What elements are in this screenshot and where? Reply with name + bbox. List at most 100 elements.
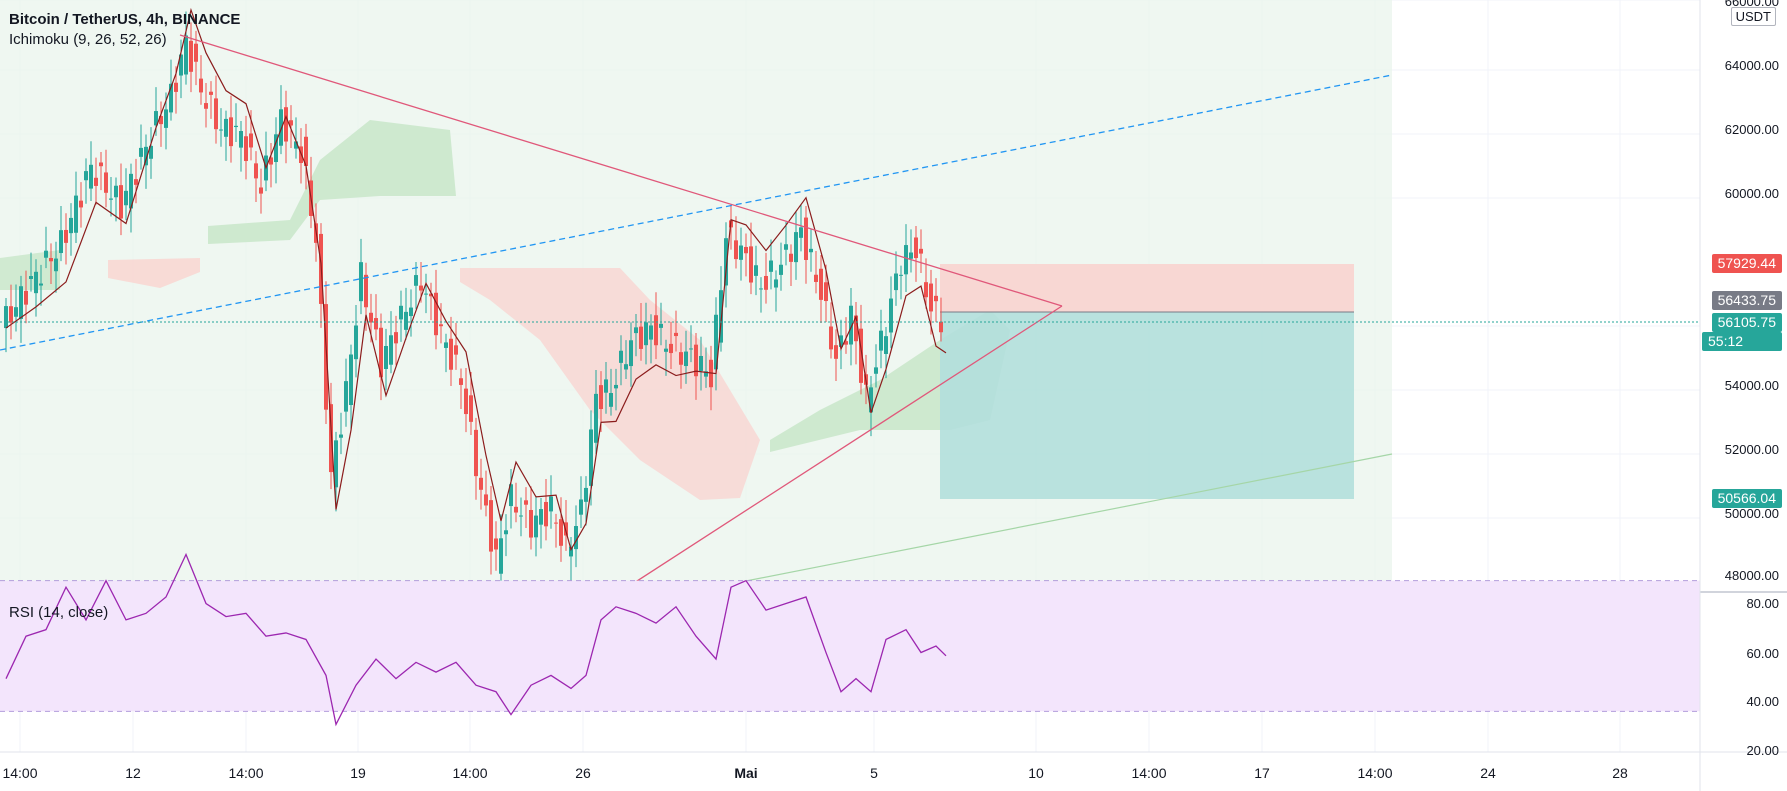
- candle: [824, 264, 828, 322]
- candle: [279, 85, 283, 155]
- candle: [379, 313, 383, 401]
- candle: [274, 117, 278, 184]
- candle: [119, 163, 123, 236]
- price-tick-label: 62000.00: [1725, 122, 1779, 137]
- candle: [179, 39, 183, 99]
- candle: [209, 81, 213, 119]
- short-position-tool[interactable]: [940, 264, 1354, 499]
- candle: [224, 110, 228, 161]
- time-tick-label: Mai: [734, 765, 757, 781]
- candle: [109, 177, 113, 217]
- candle: [339, 412, 343, 455]
- rsi-tick-label: 60.00: [1746, 646, 1779, 661]
- candle: [479, 458, 483, 510]
- price-tick-label: 66000.00: [1725, 0, 1779, 9]
- candle: [259, 168, 263, 214]
- rsi-tick-label: 40.00: [1746, 694, 1779, 709]
- candle: [414, 261, 418, 310]
- candle: [694, 332, 698, 400]
- time-tick-label: 14:00: [1131, 765, 1166, 781]
- candle: [619, 335, 623, 386]
- time-tick-label: 19: [350, 765, 366, 781]
- candle: [649, 314, 653, 364]
- candle: [399, 290, 403, 342]
- candle: [679, 342, 683, 389]
- price-tick-label: 60000.00: [1725, 186, 1779, 201]
- candle: [914, 226, 918, 282]
- candle: [59, 206, 63, 262]
- candle: [534, 495, 538, 557]
- candle: [69, 203, 73, 256]
- candle: [889, 276, 893, 349]
- candle: [644, 302, 648, 365]
- candle: [529, 486, 533, 550]
- candle: [489, 485, 493, 575]
- candle: [124, 168, 128, 221]
- price-tick-label: 50000.00: [1725, 506, 1779, 521]
- candle: [234, 103, 238, 143]
- candle: [89, 141, 93, 202]
- candle: [689, 325, 693, 363]
- candle: [9, 284, 13, 340]
- candle: [284, 90, 288, 164]
- candle: [579, 476, 583, 528]
- candle: [639, 302, 643, 361]
- candle: [464, 368, 468, 433]
- candle: [539, 498, 543, 549]
- candle: [354, 305, 358, 378]
- candle: [269, 143, 273, 188]
- candle: [754, 245, 758, 296]
- candle: [4, 298, 8, 353]
- candle: [444, 333, 448, 373]
- candle: [934, 278, 938, 323]
- candle: [29, 252, 33, 292]
- candle: [624, 340, 628, 380]
- candle: [289, 105, 293, 149]
- candle: [504, 514, 508, 557]
- candle: [574, 505, 578, 568]
- candle: [869, 375, 873, 437]
- candle: [139, 124, 143, 170]
- candle: [604, 362, 608, 414]
- candle: [654, 292, 658, 360]
- channel-lower-line: [689, 453, 1393, 593]
- candle: [349, 344, 353, 430]
- candle: [134, 158, 138, 204]
- candle: [204, 83, 208, 128]
- last-price-tag: 56105.75: [1711, 313, 1782, 332]
- candle: [364, 262, 368, 331]
- candle: [469, 372, 473, 436]
- candle: [834, 329, 838, 381]
- candle: [899, 265, 903, 300]
- candle: [809, 229, 813, 272]
- candle: [924, 258, 928, 309]
- candle: [584, 476, 588, 526]
- time-tick-label: 14:00: [452, 765, 487, 781]
- candle: [879, 309, 883, 369]
- candle: [794, 211, 798, 280]
- candle: [739, 227, 743, 281]
- candle: [214, 75, 218, 144]
- rsi-panel: [0, 552, 1787, 753]
- candle: [199, 55, 203, 105]
- candle: [14, 284, 18, 332]
- candle: [569, 537, 573, 581]
- candle: [64, 213, 68, 265]
- candle: [409, 289, 413, 337]
- candle: [519, 497, 523, 537]
- candle: [919, 229, 923, 273]
- countdown-tag: 55:12: [1702, 332, 1782, 351]
- candle: [39, 264, 43, 306]
- candle: [19, 275, 23, 343]
- candle: [104, 149, 108, 208]
- candle: [454, 322, 458, 370]
- currency-selector[interactable]: USDT: [1730, 7, 1776, 26]
- candle: [674, 310, 678, 352]
- candle: [84, 158, 88, 204]
- candle: [484, 470, 488, 517]
- candle: [159, 101, 163, 147]
- candle: [909, 229, 913, 273]
- kijun-line: [5, 7, 947, 552]
- candle: [239, 120, 243, 172]
